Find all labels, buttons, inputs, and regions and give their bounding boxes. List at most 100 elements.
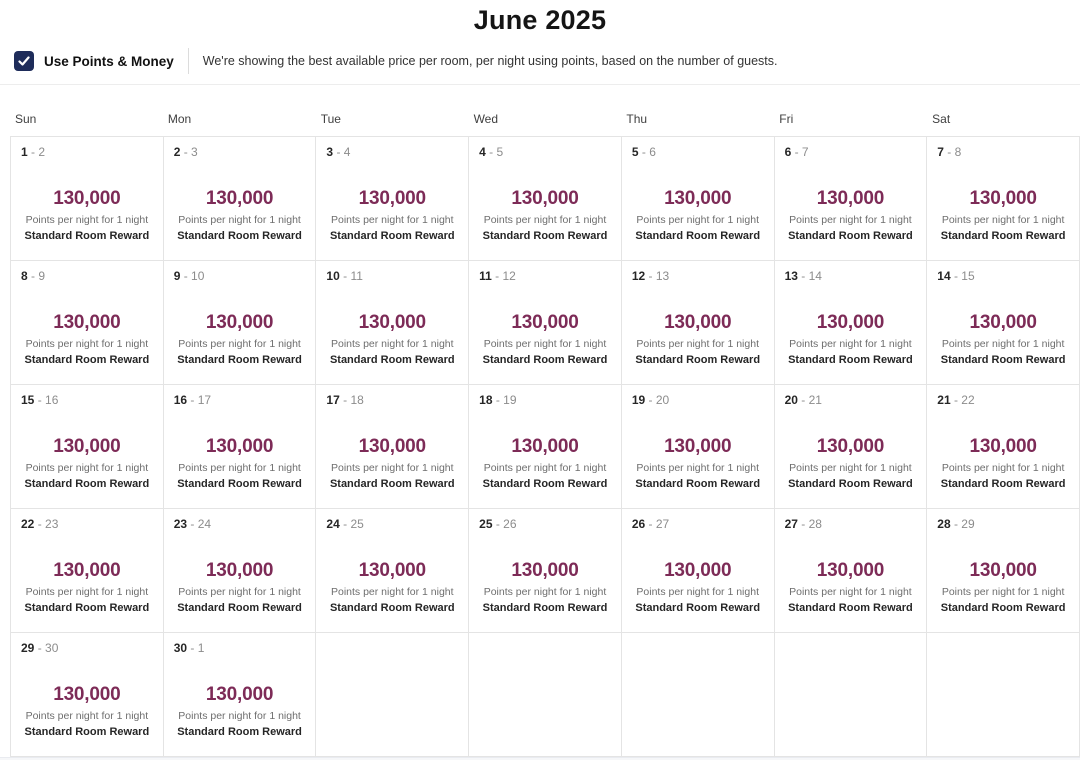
room-name: Standard Room Reward [635, 478, 761, 490]
calendar-cell[interactable]: 23 - 24 130,000 Points per night for 1 nig… [163, 509, 317, 633]
calendar-cell[interactable]: 26 - 27 130,000 Points per night for 1 nig… [621, 509, 775, 633]
calendar-cell[interactable]: 18 - 19 130,000 Points per night for 1 nig… [469, 385, 622, 509]
cell-price-block: 130,000 Points per night for 1 night Stand… [479, 312, 611, 366]
room-name: Standard Room Reward [24, 726, 150, 738]
calendar-cell[interactable]: 24 - 25 130,000 Points per night for 1 nig… [316, 509, 470, 633]
cell-price-block: 130,000 Points per night for 1 night Stand… [632, 312, 764, 366]
calendar-cell[interactable]: 6 - 7 130,000 Points per night for 1 night… [774, 137, 928, 261]
room-name: Standard Room Reward [177, 230, 302, 242]
room-name: Standard Room Reward [177, 602, 302, 614]
cell-start-date: 9 [173, 269, 181, 283]
day-header-sun: Sun [15, 112, 37, 126]
cell-date-range: 3 - 4 [326, 145, 351, 159]
points-subtext: Points per night for 1 night [178, 214, 301, 226]
cell-date-range: 4 - 5 [479, 145, 504, 159]
room-name: Standard Room Reward [482, 230, 608, 242]
calendar-cell[interactable]: 8 - 9 130,000 Points per night for 1 night… [11, 261, 164, 385]
cell-date-range: 6 - 7 [784, 145, 809, 159]
room-name: Standard Room Reward [635, 602, 761, 614]
cell-price-block: 130,000 Points per night for 1 night Stand… [174, 560, 306, 614]
cell-start-date: 29 [21, 641, 35, 655]
points-value: 130,000 [511, 188, 579, 209]
calendar-cell[interactable]: 17 - 18 130,000 Points per night for 1 nig… [316, 385, 470, 509]
calendar-cell[interactable]: 20 - 21 130,000 Points per night for 1 nig… [774, 385, 928, 509]
use-points-label: Use Points & Money [44, 53, 174, 69]
cell-start-date: 23 [173, 517, 188, 531]
points-value: 130,000 [664, 312, 732, 333]
cell-date-range: 8 - 9 [21, 269, 46, 283]
cell-start-date: 16 [173, 393, 188, 407]
cell-date-range: 9 - 10 [173, 269, 205, 283]
points-subtext: Points per night for 1 night [178, 586, 301, 598]
cell-start-date: 4 [479, 145, 486, 159]
points-value: 130,000 [53, 684, 121, 705]
calendar-cell[interactable]: 21 - 22 130,000 Points per night for 1 nig… [927, 385, 1080, 509]
points-subtext: Points per night for 1 night [789, 462, 912, 474]
calendar-cell[interactable]: 3 - 4 130,000 Points per night for 1 night… [316, 137, 470, 261]
room-name: Standard Room Reward [24, 230, 150, 242]
calendar-cell[interactable]: 30 - 1 130,000 Points per night for 1 nigh… [163, 633, 317, 757]
cell-date-range: 28 - 29 [937, 517, 975, 531]
room-name: Standard Room Reward [788, 602, 913, 614]
points-subtext: Points per night for 1 night [636, 586, 759, 598]
points-value: 130,000 [664, 188, 732, 209]
points-subtext: Points per night for 1 night [25, 214, 149, 226]
calendar-cell[interactable]: 9 - 10 130,000 Points per night for 1 nigh… [163, 261, 317, 385]
calendar-cell[interactable]: 19 - 20 130,000 Points per night for 1 nig… [621, 385, 775, 509]
calendar-cell[interactable]: 13 - 14 130,000 Points per night for 1 nig… [774, 261, 928, 385]
cell-date-range: 21 - 22 [937, 393, 975, 407]
calendar-cell[interactable]: 14 - 15 130,000 Points per night for 1 nig… [927, 261, 1080, 385]
points-subtext: Points per night for 1 night [483, 586, 607, 598]
calendar-cell[interactable]: 2 - 3 130,000 Points per night for 1 night… [163, 137, 317, 261]
cell-date-range: 19 - 20 [631, 393, 670, 407]
calendar-cell[interactable]: 16 - 17 130,000 Points per night for 1 nig… [163, 385, 317, 509]
cell-start-date: 8 [21, 269, 28, 283]
cell-start-date: 12 [631, 269, 646, 283]
cell-date-range: 20 - 21 [784, 393, 822, 407]
points-value: 130,000 [205, 436, 274, 457]
cell-start-date: 2 [173, 145, 181, 159]
points-value: 130,000 [969, 436, 1037, 457]
calendar-cell[interactable]: 15 - 16 130,000 Points per night for 1 nig… [11, 385, 164, 509]
day-header-fri: Fri [779, 112, 794, 126]
use-points-checkbox[interactable] [14, 51, 34, 71]
points-subtext: Points per night for 1 night [636, 338, 759, 350]
calendar-cell[interactable]: 12 - 13 130,000 Points per night for 1 nig… [621, 261, 775, 385]
points-value: 130,000 [53, 560, 121, 581]
points-value: 130,000 [511, 312, 579, 333]
cell-date-range: 27 - 28 [784, 517, 822, 531]
room-name: Standard Room Reward [177, 726, 302, 738]
calendar-cell[interactable]: 22 - 23 130,000 Points per night for 1 nig… [11, 509, 164, 633]
calendar-cell[interactable]: 5 - 6 130,000 Points per night for 1 night… [621, 137, 775, 261]
calendar-cell[interactable]: 1 - 2 130,000 Points per night for 1 night… [11, 137, 164, 261]
points-value: 130,000 [358, 436, 426, 457]
points-value: 130,000 [205, 684, 274, 705]
points-value: 130,000 [53, 312, 121, 333]
calendar-cell[interactable]: 25 - 26 130,000 Points per night for 1 nig… [469, 509, 622, 633]
cell-start-date: 27 [784, 517, 798, 531]
points-value: 130,000 [816, 188, 885, 209]
calendar-cell[interactable]: 29 - 30 130,000 Points per night for 1 nig… [11, 633, 164, 757]
points-value: 130,000 [53, 436, 121, 457]
points-value: 130,000 [511, 436, 579, 457]
points-value: 130,000 [816, 436, 885, 457]
room-name: Standard Room Reward [635, 354, 761, 366]
cell-start-date: 26 [631, 517, 646, 531]
room-name: Standard Room Reward [788, 230, 913, 242]
cell-price-block: 130,000 Points per night for 1 night Stand… [632, 560, 764, 614]
calendar-cell[interactable]: 11 - 12 130,000 Points per night for 1 nig… [469, 261, 622, 385]
cell-start-date: 13 [784, 269, 798, 283]
calendar-cell[interactable]: 4 - 5 130,000 Points per night for 1 night… [469, 137, 622, 261]
points-value: 130,000 [969, 560, 1037, 581]
points-subtext: Points per night for 1 night [178, 338, 301, 350]
room-name: Standard Room Reward [329, 602, 455, 614]
calendar-cell[interactable]: 10 - 11 130,000 Points per night for 1 nig… [316, 261, 470, 385]
calendar-cell[interactable]: 7 - 8 130,000 Points per night for 1 night… [927, 137, 1080, 261]
points-value: 130,000 [205, 188, 274, 209]
cell-price-block: 130,000 Points per night for 1 night Stand… [937, 312, 1069, 366]
cell-start-date: 17 [326, 393, 340, 407]
calendar-cell[interactable]: 27 - 28 130,000 Points per night for 1 nig… [774, 509, 928, 633]
calendar-cell[interactable]: 28 - 29 130,000 Points per night for 1 nig… [927, 509, 1080, 633]
cell-price-block: 130,000 Points per night for 1 night Stand… [174, 684, 306, 738]
cell-price-block: 130,000 Points per night for 1 night Stand… [326, 436, 458, 490]
